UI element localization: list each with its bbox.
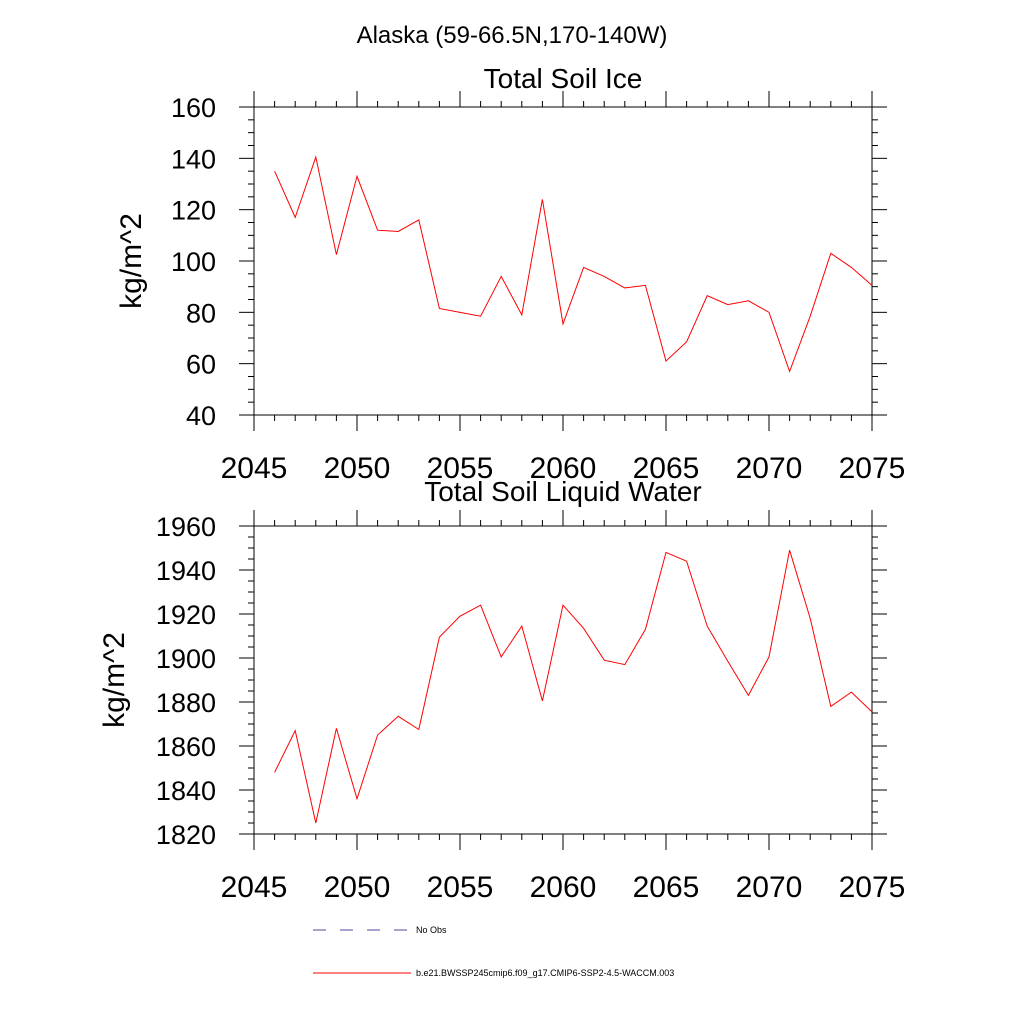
y-tick-label: 1840 <box>156 776 216 806</box>
x-tick-label: 2070 <box>736 452 803 485</box>
x-tick-label: 2055 <box>427 452 494 485</box>
chart-title: Total Soil Ice <box>484 63 643 94</box>
series-line <box>274 550 873 824</box>
x-tick-label: 2075 <box>839 452 906 485</box>
x-tick-label: 2075 <box>839 871 906 904</box>
plot-frame <box>253 106 873 416</box>
panel-total-soil-ice: Total Soil Ice kg/m^2 2045 2050 2055 2060 20… <box>115 63 905 485</box>
plot-area: 2045 2050 2055 2060 2065 2070 2075 40 60 80 100 120… <box>171 91 905 485</box>
legend-label-model-run: b.e21.BWSSP245cmip6.f09_g17.CMIP6-SSP2-4… <box>416 968 674 978</box>
y-axis-label: kg/m^2 <box>98 632 131 728</box>
legend-label-no-obs: No Obs <box>416 925 447 935</box>
legend: No Obs b.e21.BWSSP245cmip6.f09_g17.CMIP6… <box>313 925 674 978</box>
plot-frame <box>253 525 873 835</box>
y-tick-label: 1820 <box>156 820 216 850</box>
y-tick-label: 1960 <box>156 512 216 542</box>
y-tick-label: 160 <box>171 93 216 123</box>
x-tick-label: 2045 <box>221 452 288 485</box>
y-tick-label: 140 <box>171 144 216 174</box>
y-tick-label: 1860 <box>156 732 216 762</box>
y-tick-label: 80 <box>186 298 216 328</box>
x-tick-label: 2065 <box>633 871 700 904</box>
x-tick-label: 2060 <box>530 452 597 485</box>
y-tick-label: 1900 <box>156 644 216 674</box>
y-tick-label: 40 <box>186 401 216 431</box>
x-tick-label: 2070 <box>736 871 803 904</box>
y-tick-label: 1940 <box>156 556 216 586</box>
y-tick-label: 60 <box>186 350 216 380</box>
x-tick-label: 2050 <box>324 871 391 904</box>
y-tick-label: 1880 <box>156 688 216 718</box>
panel-total-soil-liquid-water: Total Soil Liquid Water kg/m^2 2045 2050 2… <box>98 476 905 904</box>
series-line <box>274 155 873 373</box>
y-tick-label: 1920 <box>156 600 216 630</box>
x-tick-label: 2045 <box>221 871 288 904</box>
figure-title: Alaska (59-66.5N,170-140W) <box>357 22 668 49</box>
chart-title: Total Soil Liquid Water <box>424 476 702 507</box>
x-tick-label: 2060 <box>530 871 597 904</box>
x-tick-label: 2065 <box>633 452 700 485</box>
plot-area: 2045 2050 2055 2060 2065 2070 2075 1820 1840 1860… <box>156 510 905 904</box>
y-tick-label: 120 <box>171 196 216 226</box>
x-tick-label: 2055 <box>427 871 494 904</box>
y-tick-label: 100 <box>171 247 216 277</box>
y-axis-label: kg/m^2 <box>115 213 148 309</box>
x-tick-label: 2050 <box>324 452 391 485</box>
